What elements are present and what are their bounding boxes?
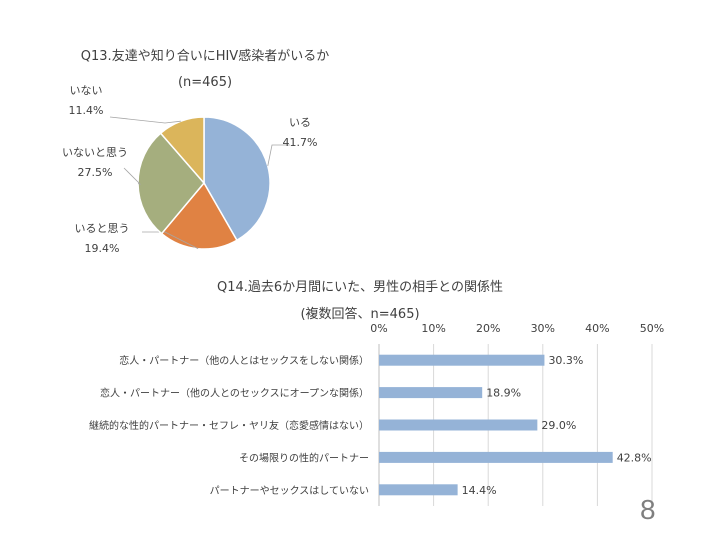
bar xyxy=(379,484,458,496)
bar-category-label: 恋人・パートナー（他の人とはセックスをしない関係） xyxy=(119,354,369,367)
bar xyxy=(379,419,538,431)
pie-chart-title: Q13.友達や知り合いにHIV感染者がいるか xyxy=(81,48,329,64)
pie-data-label: 19.4% xyxy=(85,242,120,255)
bar-category-label: その場限りの性的パートナー xyxy=(239,451,369,464)
pie-category-label: いると思う xyxy=(75,222,130,235)
bar-category-label: パートナーやセックスはしていない xyxy=(210,485,369,497)
pie-data-label: 41.7% xyxy=(283,136,318,149)
bar-data-label: 30.3% xyxy=(548,354,583,367)
bar-chart-title: Q14.過去6か月間にいた、男性の相手との関係性 xyxy=(217,280,503,295)
bar-data-label: 42.8% xyxy=(617,451,652,464)
pie-chart-subtitle: (n=465) xyxy=(178,75,232,90)
bar-tick-label: 50% xyxy=(640,322,664,335)
bar xyxy=(379,354,545,366)
pie-leader-line xyxy=(109,116,181,124)
bar-category-label: 恋人・パートナー（他の人とのセックスにオープンな関係） xyxy=(100,387,369,400)
bar-data-label: 18.9% xyxy=(486,387,521,400)
bar-chart-subtitle: (複数回答、n=465) xyxy=(300,306,419,322)
bar xyxy=(379,451,613,463)
bar-tick-label: 0% xyxy=(370,322,387,335)
bar-data-label: 14.4% xyxy=(462,484,497,497)
bar xyxy=(379,387,483,399)
page-number: 8 xyxy=(640,494,656,525)
pie-leader-line xyxy=(267,144,290,167)
bar-tick-label: 20% xyxy=(476,322,500,335)
pie-category-label: いない xyxy=(70,84,103,97)
bar-chart: 0% 10% 20% 30% 40% 50% 30.3% 恋人・パートナー（他の人とはセックス… xyxy=(89,322,664,506)
pie-data-label: 11.4% xyxy=(69,104,104,117)
bar-data-label: 29.0% xyxy=(541,419,576,432)
pie-leader-line xyxy=(123,167,142,185)
bar-tick-label: 30% xyxy=(531,322,555,335)
pie-slice xyxy=(203,116,271,242)
bar-tick-label: 40% xyxy=(585,322,609,335)
pie-slice xyxy=(159,116,205,186)
pie-category-label: いないと思う xyxy=(62,146,128,159)
pie-category-label: いる xyxy=(289,116,311,129)
pie-data-label: 27.5% xyxy=(78,166,113,179)
bar-tick-label: 10% xyxy=(421,322,445,335)
pie-leader-line xyxy=(142,231,199,250)
bar-category-label: 継続的な性的パートナー・セフレ・ヤリ友（恋愛感情はない） xyxy=(89,419,369,432)
pie-chart: いる 41.7% いると思う 19.4% いないと思う 27.5% いない 11.4% xyxy=(62,84,317,255)
